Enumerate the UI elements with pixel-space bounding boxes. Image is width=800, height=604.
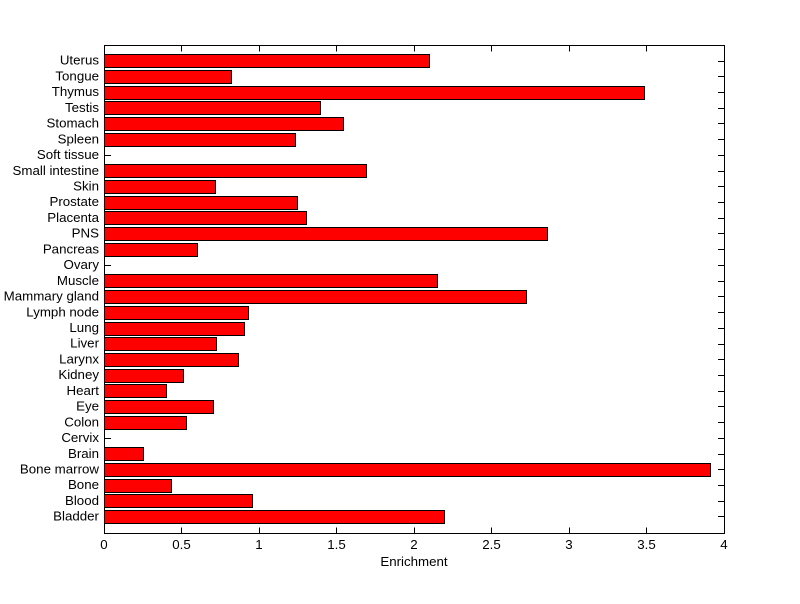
svg-text:Blood: Blood xyxy=(65,493,99,508)
svg-text:1.5: 1.5 xyxy=(327,537,346,552)
svg-text:2: 2 xyxy=(410,537,417,552)
svg-text:Enrichment: Enrichment xyxy=(380,554,448,569)
svg-text:PNS: PNS xyxy=(72,226,99,241)
svg-text:Lung: Lung xyxy=(69,320,99,335)
svg-text:Prostate: Prostate xyxy=(49,194,99,209)
svg-text:0.5: 0.5 xyxy=(172,537,191,552)
svg-text:Bone: Bone xyxy=(68,477,99,492)
svg-text:Lymph node: Lymph node xyxy=(26,304,99,319)
svg-text:Eye: Eye xyxy=(76,399,99,414)
svg-text:Cervix: Cervix xyxy=(61,430,99,445)
svg-text:Stomach: Stomach xyxy=(47,116,99,131)
svg-text:Ovary: Ovary xyxy=(64,257,100,272)
svg-text:Spleen: Spleen xyxy=(58,131,99,146)
svg-text:Bladder: Bladder xyxy=(53,509,99,524)
svg-text:Brain: Brain xyxy=(68,446,99,461)
svg-text:2.5: 2.5 xyxy=(482,537,501,552)
svg-text:3: 3 xyxy=(565,537,572,552)
svg-text:Small intestine: Small intestine xyxy=(13,163,99,178)
svg-text:1: 1 xyxy=(255,537,262,552)
svg-text:Uterus: Uterus xyxy=(60,53,100,68)
svg-text:Testis: Testis xyxy=(65,100,99,115)
svg-text:Skin: Skin xyxy=(73,179,99,194)
svg-text:Placenta: Placenta xyxy=(47,210,99,225)
svg-text:Kidney: Kidney xyxy=(58,367,99,382)
svg-text:Bone marrow: Bone marrow xyxy=(20,462,99,477)
svg-text:Larynx: Larynx xyxy=(59,352,99,367)
svg-text:4: 4 xyxy=(720,537,727,552)
svg-text:Heart: Heart xyxy=(66,383,99,398)
svg-text:Tongue: Tongue xyxy=(55,68,99,83)
svg-text:Liver: Liver xyxy=(70,336,99,351)
svg-text:Mammary gland: Mammary gland xyxy=(4,289,99,304)
svg-text:0: 0 xyxy=(100,537,107,552)
svg-text:3.5: 3.5 xyxy=(637,537,656,552)
svg-text:Colon: Colon xyxy=(64,414,99,429)
svg-text:Thymus: Thymus xyxy=(52,84,100,99)
svg-text:Pancreas: Pancreas xyxy=(43,241,100,256)
svg-text:Muscle: Muscle xyxy=(57,273,99,288)
svg-text:Soft tissue: Soft tissue xyxy=(37,147,99,162)
